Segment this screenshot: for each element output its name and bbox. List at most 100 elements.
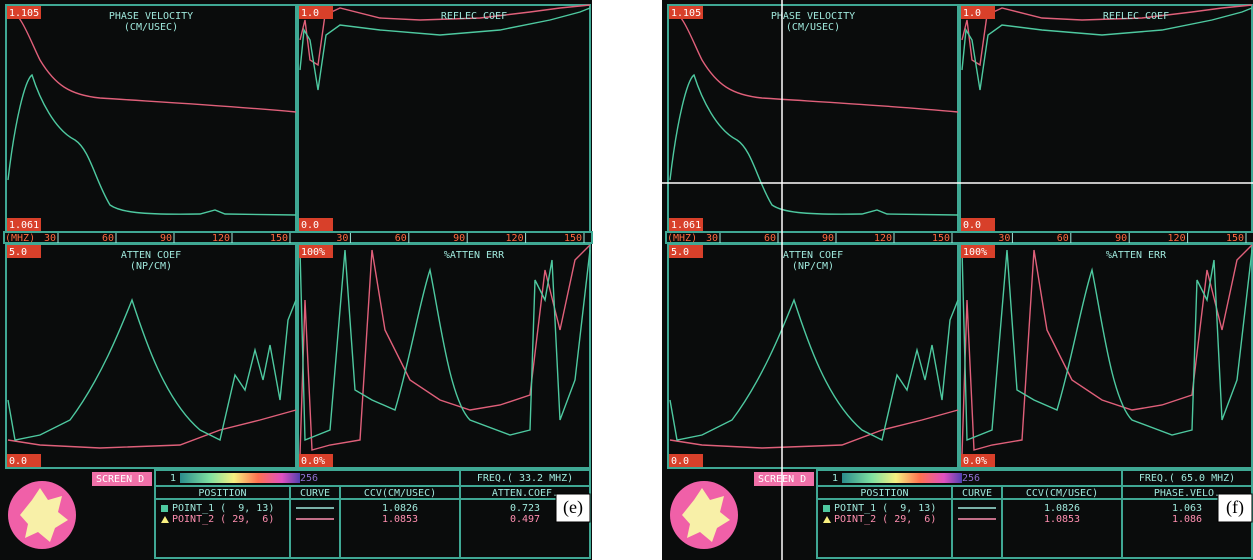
x-tick-label: 90 [453, 233, 465, 244]
min-label-bg [669, 218, 703, 231]
max-label: 1.105 [671, 8, 701, 19]
plot-title: REFLEC COEF [1103, 11, 1169, 22]
x-tick-label: 60 [1057, 233, 1069, 244]
table-header: ATTEN.COEF. [492, 488, 558, 499]
max-label: 100% [301, 247, 325, 258]
plot-curve [299, 244, 591, 456]
x-tick-label: 60 [395, 233, 407, 244]
x-tick-label: 60 [764, 233, 776, 244]
x-tick-label: 120 [874, 233, 892, 244]
min-label-bg [299, 218, 333, 231]
max-label-bg [7, 6, 41, 19]
max-label: 1.0 [963, 8, 981, 19]
plot-curve [299, 249, 591, 442]
plot-title: PHASE VELOCITY [109, 11, 193, 22]
table-header: CURVE [962, 488, 992, 499]
screen-label-bg [92, 472, 152, 486]
x-tick-label: 150 [932, 233, 950, 244]
plot-unit: (NP/CM) [792, 261, 834, 272]
table-header: POSITION [198, 488, 246, 499]
table-header: POSITION [860, 488, 908, 499]
min-label-bg [7, 454, 41, 467]
x-tick-label: 150 [564, 233, 582, 244]
x-axis-row [3, 231, 593, 244]
point-marker [161, 516, 169, 523]
ccv-value: 1.0853 [382, 514, 418, 525]
plot-title: REFLEC COEF [441, 11, 507, 22]
max-label-bg [961, 6, 995, 19]
x-tick-label: 90 [822, 233, 834, 244]
plot-title: %ATTEN ERR [444, 250, 505, 261]
frequency: FREQ.( 65.0 MHZ) [1139, 473, 1235, 484]
min-label-bg [669, 454, 703, 467]
x-tick-label: 120 [506, 233, 524, 244]
x-tick-label: 150 [270, 233, 288, 244]
point-position: POINT_2 ( 29, 6) [834, 514, 936, 525]
table-header: CCV(CM/USEC) [1026, 488, 1098, 499]
min-label: 1.061 [9, 220, 39, 231]
plot-curve [669, 73, 959, 216]
plot-curve [961, 4, 1253, 67]
x-axis-row [665, 231, 1253, 244]
panel-label: (e) [563, 497, 583, 518]
plot-title: PHASE VELOCITY [771, 11, 855, 22]
plot-curve [669, 409, 959, 449]
plot-unit: (CM/USEC) [786, 22, 840, 33]
panel-label-bg [555, 493, 591, 523]
screen-label: SCREEN D [96, 474, 144, 485]
scale-min: 1 [170, 473, 176, 484]
min-label-bg [961, 454, 995, 467]
plot-unit: (NP/CM) [130, 261, 172, 272]
screen-label-bg [754, 472, 814, 486]
plot-title: ATTEN COEF [121, 250, 181, 261]
table-header: PHASE.VELO. [1154, 488, 1220, 499]
x-tick-label: 60 [102, 233, 114, 244]
frequency: FREQ.( 33.2 MHZ) [477, 473, 573, 484]
max-label: 5.0 [9, 247, 27, 258]
point-position: POINT_2 ( 29, 6) [172, 514, 274, 525]
max-label-bg [669, 245, 703, 258]
panel-label-bg [1217, 493, 1253, 523]
plot-curve [669, 9, 959, 113]
plot-curve [669, 297, 959, 442]
point-position: POINT_1 ( 9, 13) [172, 503, 274, 514]
x-tick-label: 90 [1115, 233, 1127, 244]
image-blob [682, 488, 730, 542]
plot-curve [7, 73, 297, 216]
plot-curve [961, 249, 1253, 442]
scale-max: 256 [300, 473, 318, 484]
max-label-bg [299, 245, 333, 258]
param-value: 0.723 [510, 503, 540, 514]
min-label: 0.0% [301, 456, 325, 467]
plot-curve [299, 7, 591, 91]
x-tick-label: 30 [706, 233, 718, 244]
plot-curve [7, 297, 297, 442]
plot-title: %ATTEN ERR [1106, 250, 1167, 261]
image-blob [20, 488, 68, 542]
scale-max: 256 [962, 473, 980, 484]
min-label: 0.0 [671, 456, 689, 467]
param-value: 1.086 [1172, 514, 1202, 525]
min-label: 0.0% [963, 456, 987, 467]
table-header: CURVE [300, 488, 330, 499]
x-tick-label: 30 [44, 233, 56, 244]
ccv-value: 1.0826 [382, 503, 418, 514]
x-tick-label: 90 [160, 233, 172, 244]
max-label-bg [961, 245, 995, 258]
max-label: 1.0 [301, 8, 319, 19]
screen-panel: PHASE VELOCITY(CM/USEC) 1.105 1.061 REFLEC … [662, 0, 1253, 560]
plot-curve [299, 4, 591, 67]
point-marker [823, 516, 831, 523]
plot-title: ATTEN COEF [783, 250, 843, 261]
x-tick-label: 150 [1226, 233, 1244, 244]
ccv-value: 1.0826 [1044, 503, 1080, 514]
max-label: 100% [963, 247, 987, 258]
panel-label: (f) [1226, 497, 1244, 518]
max-label: 1.105 [9, 8, 39, 19]
point-position: POINT_1 ( 9, 13) [834, 503, 936, 514]
scale-min: 1 [832, 473, 838, 484]
max-label-bg [7, 245, 41, 258]
min-label: 0.0 [301, 220, 319, 231]
min-label: 0.0 [963, 220, 981, 231]
color-bar [842, 473, 962, 483]
